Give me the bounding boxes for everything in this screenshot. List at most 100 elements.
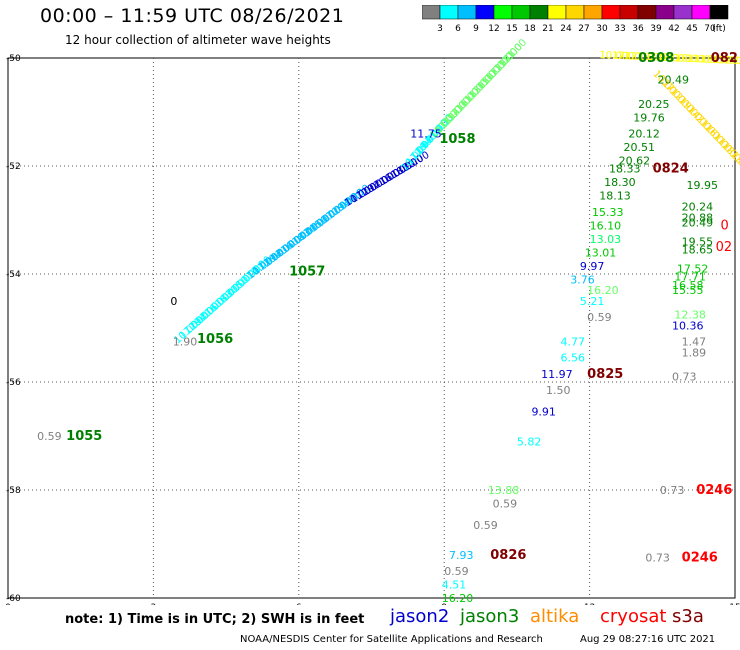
wave-height-label: 0.59 [493,498,517,511]
colorbar-label: 21 [542,24,553,34]
page-title: 00:00 – 11:59 UTC 08/26/2021 [40,5,345,27]
wave-height-label: 16.58 [672,279,704,292]
wave-height-label: 20.12 [628,128,660,141]
footer-note: note: 1) Time is in UTC; 2) SWH is in fe… [65,612,365,627]
wave-height-label: 18.33 [609,163,641,176]
colorbar-label: 12 [488,24,499,34]
track-mark: 11.00 [687,54,716,66]
page-subtitle: 12 hour collection of altimeter wave hei… [65,33,331,47]
y-tick-label: -58 [6,486,21,496]
colorbar-label: 45 [686,24,697,34]
wave-height-label: 10.36 [672,319,704,332]
track-mark: 13.00 [713,55,740,67]
y-tick-label: -50 [6,54,21,64]
wave-height-label: 0.59 [587,311,612,324]
wave-height-label: 16.20 [442,592,474,605]
wave-height-label: 7.93 [449,549,474,562]
wave-height-label: 1.50 [546,384,571,397]
wave-height-label: 1.90 [173,336,198,349]
wave-height-label: 9.97 [580,260,605,273]
credit-timestamp: Aug 29 08:27:16 UTC 2021 [580,634,716,645]
wave-height-label: 4.51 [442,579,467,592]
wave-height-label: 20.49 [682,217,714,230]
y-tick-label: -60 [6,594,21,604]
track-mark: 16.00 [675,53,704,65]
wave-height-label: 0824 [653,162,689,177]
wave-height-label: 6.56 [561,352,586,365]
colorbar-label: 9 [473,24,479,34]
wave-height-label: 1057 [289,264,325,279]
colorbar-legend: 3 6 9 12 15 18 21 24 27 30 33 36 39 42 45 70(ft) [422,5,729,34]
track-mark: 18.00 [700,54,729,66]
wave-height-label: 0308 [638,51,674,66]
legend-cryosat: cryosat [600,606,667,627]
x-tick-label: 6 [296,603,302,605]
wave-height-label: 0825 [587,367,623,382]
wave-height-label: 082 [711,51,738,66]
wave-height-label: 11.97 [541,368,573,381]
wave-height-label: 0.73 [672,371,697,384]
colorbar-label: 39 [650,24,662,34]
colorbar-label: 24 [560,24,572,34]
x-tick-label: 12 [584,603,595,605]
wave-height-label: 0.73 [660,484,685,497]
wave-height-label: 0.73 [645,552,670,565]
track-mark: 17.00 [612,51,641,63]
wave-height-label: 17.52 [677,263,709,276]
wave-height-label: 1055 [66,429,102,444]
wave-height-label: 1.47 [682,336,707,349]
colorbar-label: 36 [632,24,644,34]
y-tick-label: -52 [6,162,21,172]
colorbar-label: 70 [704,24,716,34]
colorbar-label: 15 [506,24,517,34]
wave-height-label: 19.95 [687,179,719,192]
x-tick-label: 9 [441,603,447,605]
wave-height-label: 18.65 [682,244,714,257]
x-tick-label: 0 [5,603,11,605]
wave-height-label: 20.24 [682,201,714,214]
wave-height-label: 19.76 [633,111,665,124]
legend-jason2: jason2 [390,606,450,627]
map-plot: 0 3 6 9 12 15 -50 -52 -54 -56 -58 -60 10.0017.0012.0… [5,37,740,605]
track-mark: 21.00 [501,37,529,65]
wave-height-label: 13.03 [590,233,622,246]
wave-height-label: 15.55 [672,284,704,297]
colorbar-label: 27 [578,24,589,34]
colorbar-label: 33 [614,24,625,34]
wave-height-label: 13.01 [585,246,617,259]
plot-frame [7,57,736,599]
wave-height-label: 15.33 [592,206,624,219]
wave-height-label: 0246 [696,483,732,498]
x-tick-label: 15 [729,603,740,605]
wave-height-label: 1.89 [682,346,707,359]
wave-height-label: 16.20 [587,284,619,297]
track-mark: 12.00 [624,51,653,63]
wave-height-label: 0.59 [37,430,62,443]
wave-height-label: 12.38 [674,309,706,322]
colorbar-label: 3 [437,24,443,34]
colorbar-label: 42 [668,24,679,34]
wave-height-label: 1058 [439,132,475,147]
wave-height-label: 1056 [197,332,233,347]
wave-height-label: 02 [716,240,733,255]
colorbar-label: 30 [596,24,608,34]
wave-height-label: 18.30 [604,176,636,189]
track-mark: 20.00 [725,55,740,67]
track-mark: 14.00 [650,52,679,64]
wave-height-label: 16.10 [590,219,622,232]
legend-altika: altika [530,606,580,627]
wave-height-label: 4.77 [561,336,586,349]
wave-height-label: 20.88 [682,211,714,224]
legend-jason3: jason3 [460,606,520,627]
wave-height-label: 9.91 [531,406,556,419]
wave-height-label: 20.25 [638,98,670,111]
wave-height-label: 5.21 [580,295,605,308]
wave-height-label: 19.55 [682,236,714,249]
wave-height-label: 0.59 [444,565,469,578]
wave-height-label: 0 [170,295,177,308]
wave-height-label: 0 [720,218,728,233]
legend-s3a: s3a [672,606,704,627]
track-mark: 19.00 [637,52,666,64]
wave-height-label: 0.59 [473,519,498,532]
colorbar-swatch [709,5,729,20]
